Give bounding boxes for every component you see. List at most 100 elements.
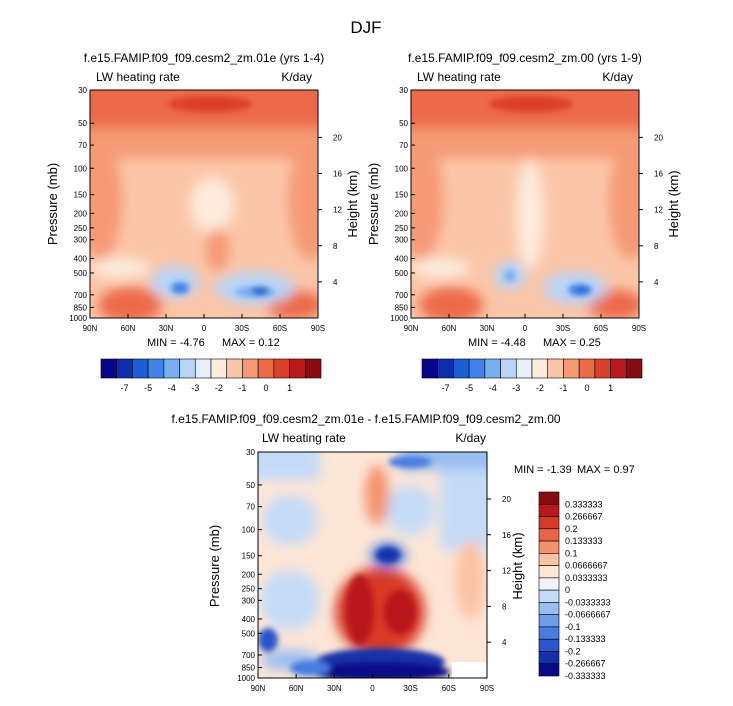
colorbar-swatch — [132, 358, 149, 379]
colorbar-swatch — [547, 358, 564, 379]
panel-2-field — [411, 90, 639, 318]
panel-1-colorbar: -7 -5 -4 -3 -2 -1 0 1 — [100, 358, 322, 393]
panel-1-y2label: Height (km) — [345, 170, 360, 237]
colorbar-swatch — [484, 358, 501, 379]
colorbar-label: -0.333333 — [565, 671, 606, 681]
colorbar-swatch — [538, 503, 560, 517]
height-tick-label: 12 — [654, 206, 663, 215]
height-tick-label: 12 — [502, 567, 511, 576]
latitude-tick-label: 60S — [594, 324, 608, 333]
colorbar-swatch — [289, 358, 306, 379]
colorbar-label: -0.133333 — [565, 634, 606, 644]
colorbar-swatch — [538, 540, 560, 554]
height-tick-label: 12 — [333, 206, 342, 215]
panel-2-colorbar: -7 -5 -4 -3 -2 -1 0 1 — [421, 358, 643, 393]
panel-3-colorbar: 0.333333 0.266667 0.2 0.133333 0.1 0.0666667 0… — [538, 491, 611, 681]
panel-2: f.e15.FAMIP.f09_f09.cesm2_zm.00 (yrs 1-9… — [366, 51, 681, 393]
pressure-tick-label: 400 — [395, 254, 409, 263]
colorbar-label: -1 — [238, 383, 246, 393]
panel-2-title: f.e15.FAMIP.f09_f09.cesm2_zm.00 (yrs 1-9… — [408, 51, 642, 65]
pressure-tick-label: 1000 — [390, 314, 408, 323]
pressure-tick-label: 50 — [399, 119, 408, 128]
panel-1-min: MIN = -4.76 — [147, 337, 205, 349]
panel-2-max: MAX = 0.25 — [543, 337, 601, 349]
pressure-tick-label: 200 — [395, 209, 409, 218]
pressure-tick-label: 1000 — [237, 674, 255, 683]
pressure-tick-label: 400 — [242, 615, 256, 624]
colorbar-swatch — [538, 651, 560, 665]
latitude-tick-label: 30N — [159, 324, 174, 333]
height-tick-label: 4 — [502, 638, 507, 647]
height-tick-label: 16 — [333, 170, 342, 179]
panel-3-title: f.e15.FAMIP.f09_f09.cesm2_zm.01e - f.e15… — [171, 412, 560, 426]
panel-2-y2label: Height (km) — [666, 170, 681, 237]
colorbar-label: -0.2 — [565, 646, 581, 656]
panel-1-y-axis: 30 50 70 100 150 200 250 300 400 500 700 850 1000 — [69, 86, 94, 323]
panel-3-min: MIN = -1.39 — [514, 464, 572, 476]
panel-2-y-axis: 30 50 70 100 150 200 250 300 400 500 700 850 1000 — [390, 86, 415, 323]
latitude-tick-label: 30S — [556, 324, 570, 333]
latitude-tick-label: 30S — [235, 324, 249, 333]
colorbar-swatch — [625, 358, 643, 379]
panel-3-ylabel: Pressure (mb) — [207, 525, 222, 607]
height-tick-label: 8 — [502, 602, 507, 611]
colorbar-label: 0.2 — [565, 524, 578, 534]
colorbar-label: 0.266667 — [565, 512, 603, 522]
pressure-tick-label: 400 — [74, 254, 88, 263]
pressure-tick-label: 150 — [74, 191, 88, 200]
colorbar-label: -1 — [559, 383, 567, 393]
panel-3-height-axis: 20 16 12 8 4 — [487, 495, 511, 647]
colorbar-swatch — [578, 358, 596, 379]
pressure-tick-label: 150 — [242, 552, 256, 561]
colorbar-swatch — [468, 358, 486, 379]
height-tick-label: 16 — [654, 170, 663, 179]
colorbar-label: -4 — [489, 383, 497, 393]
colorbar-label: -5 — [144, 383, 152, 393]
colorbar-swatch — [116, 358, 133, 379]
latitude-tick-label: 60N — [121, 324, 136, 333]
panel-2-left-label: LW heating rate — [417, 70, 501, 84]
pressure-tick-label: 300 — [74, 236, 88, 245]
latitude-tick-label: 60N — [442, 324, 457, 333]
colorbar-swatch — [194, 358, 212, 379]
latitude-tick-label: 90S — [632, 324, 646, 333]
colorbar-label: -7 — [442, 383, 450, 393]
panel-1-left-label: LW heating rate — [96, 70, 180, 84]
panel-3-units: K/day — [455, 431, 486, 445]
colorbar-label: 0.0666667 — [565, 561, 608, 571]
panel-1-units: K/day — [281, 70, 312, 84]
pressure-tick-label: 70 — [246, 503, 255, 512]
latitude-tick-label: 90N — [404, 324, 419, 333]
latitude-tick-label: 30N — [480, 324, 495, 333]
pressure-tick-label: 50 — [78, 119, 87, 128]
colorbar-swatch — [538, 614, 560, 628]
pressure-tick-label: 70 — [399, 141, 408, 150]
colorbar-label: -5 — [465, 383, 473, 393]
height-tick-label: 4 — [333, 278, 338, 287]
panel-1-x-axis: 90N 60N 30N 0 30S 60S 90S — [83, 314, 325, 333]
pressure-tick-label: 700 — [242, 651, 256, 660]
height-tick-label: 4 — [654, 278, 659, 287]
colorbar-label: -2 — [536, 383, 544, 393]
pressure-tick-label: 250 — [242, 585, 256, 594]
colorbar-swatch — [538, 589, 560, 603]
panel-2-ylabel: Pressure (mb) — [366, 163, 381, 245]
latitude-tick-label: 90S — [480, 684, 494, 693]
pressure-tick-label: 100 — [74, 164, 88, 173]
colorbar-label: -0.0666667 — [565, 610, 611, 620]
colorbar-label: 0.0333333 — [565, 573, 608, 583]
panel-3-y2label: Height (km) — [510, 532, 525, 599]
colorbar-label: 0.133333 — [565, 536, 603, 546]
panel-2-height-axis: 20 16 12 8 4 — [639, 133, 663, 287]
colorbar-swatch — [538, 491, 560, 505]
colorbar-swatch — [304, 358, 322, 379]
colorbar-swatch — [179, 358, 196, 379]
panel-2-x-axis: 90N 60N 30N 0 30S 60S 90S — [404, 314, 646, 333]
colorbar-swatch — [437, 358, 454, 379]
pressure-tick-label: 100 — [395, 164, 409, 173]
colorbar-swatch — [163, 358, 180, 379]
panel-1-ylabel: Pressure (mb) — [45, 163, 60, 245]
panel-3: f.e15.FAMIP.f09_f09.cesm2_zm.01e - f.e15… — [171, 412, 634, 693]
colorbar-swatch — [242, 358, 259, 379]
colorbar-swatch — [538, 577, 560, 591]
